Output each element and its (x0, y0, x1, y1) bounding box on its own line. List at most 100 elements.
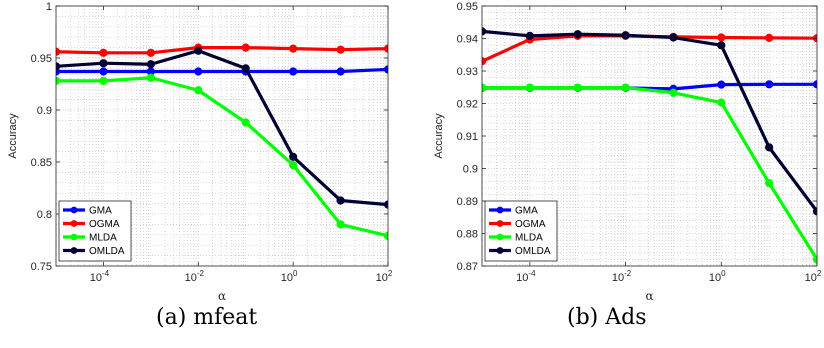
data-point-omlda (241, 64, 250, 73)
data-point-gma (289, 67, 298, 76)
data-point-ogma (241, 43, 250, 52)
y-tick-label: 0.93 (457, 66, 478, 78)
legend: GMA OGMA MLDA OMLDA (484, 200, 558, 262)
data-point-mlda (717, 98, 726, 107)
data-point-omlda (765, 143, 774, 152)
data-point-gma (717, 80, 726, 89)
x-tick-label: 10-2 (185, 269, 205, 284)
data-point-ogma (146, 48, 155, 57)
y-tick-label: 0.8 (37, 209, 52, 221)
data-point-omlda (336, 196, 345, 205)
x-tick-label: 102 (805, 269, 822, 284)
y-axis-label: Accuracy (7, 113, 19, 159)
data-point-mlda (621, 83, 630, 92)
series-line-omlda (482, 29, 817, 213)
series-line-ogma (56, 45, 388, 55)
y-tick-label: 0.92 (457, 99, 478, 111)
legend-label-gma: GMA (89, 206, 112, 217)
data-point-mlda (812, 255, 817, 264)
y-tick-label: 1 (46, 1, 52, 13)
x-tick-label: 10-4 (516, 269, 536, 284)
y-tick-label: 0.91 (457, 131, 478, 143)
y-tick-label: 0.94 (457, 34, 478, 46)
caption-ads: (b) Ads (567, 305, 647, 330)
legend-marker-mlda (496, 233, 504, 241)
data-point-mlda (525, 83, 534, 92)
data-point-mlda (289, 161, 298, 170)
series-line-gma (56, 67, 388, 74)
legend: GMA OGMA MLDA OMLDA (58, 200, 132, 262)
y-axis-label: Accuracy (433, 113, 445, 159)
legend-marker-omlda (496, 247, 504, 254)
legend-marker-mlda (70, 233, 78, 241)
data-point-gma (812, 80, 817, 89)
data-point-ogma (99, 48, 108, 57)
x-tick-label: 100 (709, 269, 726, 284)
x-axis-label: α (645, 289, 653, 303)
data-point-omlda (717, 41, 726, 50)
data-point-gma (99, 67, 108, 76)
x-axis-label: α (218, 289, 226, 303)
y-tick-label: 0.75 (31, 261, 52, 273)
series-line-mlda (482, 85, 817, 261)
y-tick-label: 0.9 (463, 164, 478, 176)
axes-frame (55, 5, 389, 267)
data-point-ogma (717, 33, 726, 42)
chart-1: 0.87 0.88 0.89 0.9 0.91 0.92 0.93 0.94 0.95 10-4 1… (433, 1, 822, 303)
series-line-mlda (56, 76, 388, 238)
y-tick-label: 0.88 (457, 229, 478, 241)
data-point-mlda (194, 86, 203, 95)
data-point-omlda (621, 31, 630, 40)
data-point-mlda (99, 76, 108, 85)
data-point-ogma (336, 45, 345, 54)
data-point-mlda (669, 88, 678, 97)
data-point-mlda (573, 83, 582, 92)
legend-label-omlda: OMLDA (89, 246, 125, 257)
data-point-omlda (289, 152, 298, 161)
series-line-omlda (56, 49, 388, 207)
series-group (56, 43, 388, 240)
legend-label-mlda: MLDA (515, 233, 543, 244)
legend-marker-gma (70, 206, 78, 214)
data-point-omlda (146, 60, 155, 69)
data-point-omlda (573, 30, 582, 39)
caption-mfeat: (a) mfeat (156, 305, 258, 330)
data-point-omlda (669, 33, 678, 42)
legend-label-ogma: OGMA (515, 219, 546, 230)
data-point-gma (194, 67, 203, 76)
legend-label-mlda: MLDA (89, 233, 117, 244)
data-point-omlda (99, 59, 108, 68)
y-tick-label: 0.95 (31, 53, 52, 65)
data-point-gma (336, 67, 345, 76)
x-tick-label: 100 (281, 269, 298, 284)
data-point-mlda (146, 73, 155, 82)
y-tick-label: 0.87 (457, 261, 478, 273)
x-tick-label: 10-4 (90, 269, 110, 284)
legend-label-gma: GMA (515, 206, 538, 217)
data-point-ogma (765, 33, 774, 42)
legend-marker-omlda (70, 247, 78, 254)
data-point-omlda (525, 31, 534, 41)
y-tick-label: 0.95 (457, 1, 478, 13)
data-point-ogma (482, 57, 487, 66)
data-point-mlda (765, 179, 774, 188)
data-point-mlda (482, 83, 487, 92)
data-point-mlda (241, 118, 250, 127)
legend-marker-gma (496, 206, 504, 214)
legend-label-omlda: OMLDA (515, 246, 551, 257)
data-point-ogma (289, 44, 298, 53)
y-tick-label: 0.85 (31, 157, 52, 169)
data-point-omlda (482, 27, 487, 36)
data-point-gma (765, 80, 774, 89)
data-point-mlda (336, 220, 345, 229)
series-group (482, 27, 817, 264)
legend-marker-ogma (70, 220, 78, 227)
x-tick-label: 10-2 (612, 269, 632, 284)
data-point-omlda (812, 207, 817, 216)
x-tick-label: 102 (376, 269, 393, 284)
y-tick-label: 0.89 (457, 196, 478, 208)
grid (481, 5, 817, 267)
legend-marker-ogma (496, 220, 504, 227)
data-point-omlda (194, 46, 203, 55)
